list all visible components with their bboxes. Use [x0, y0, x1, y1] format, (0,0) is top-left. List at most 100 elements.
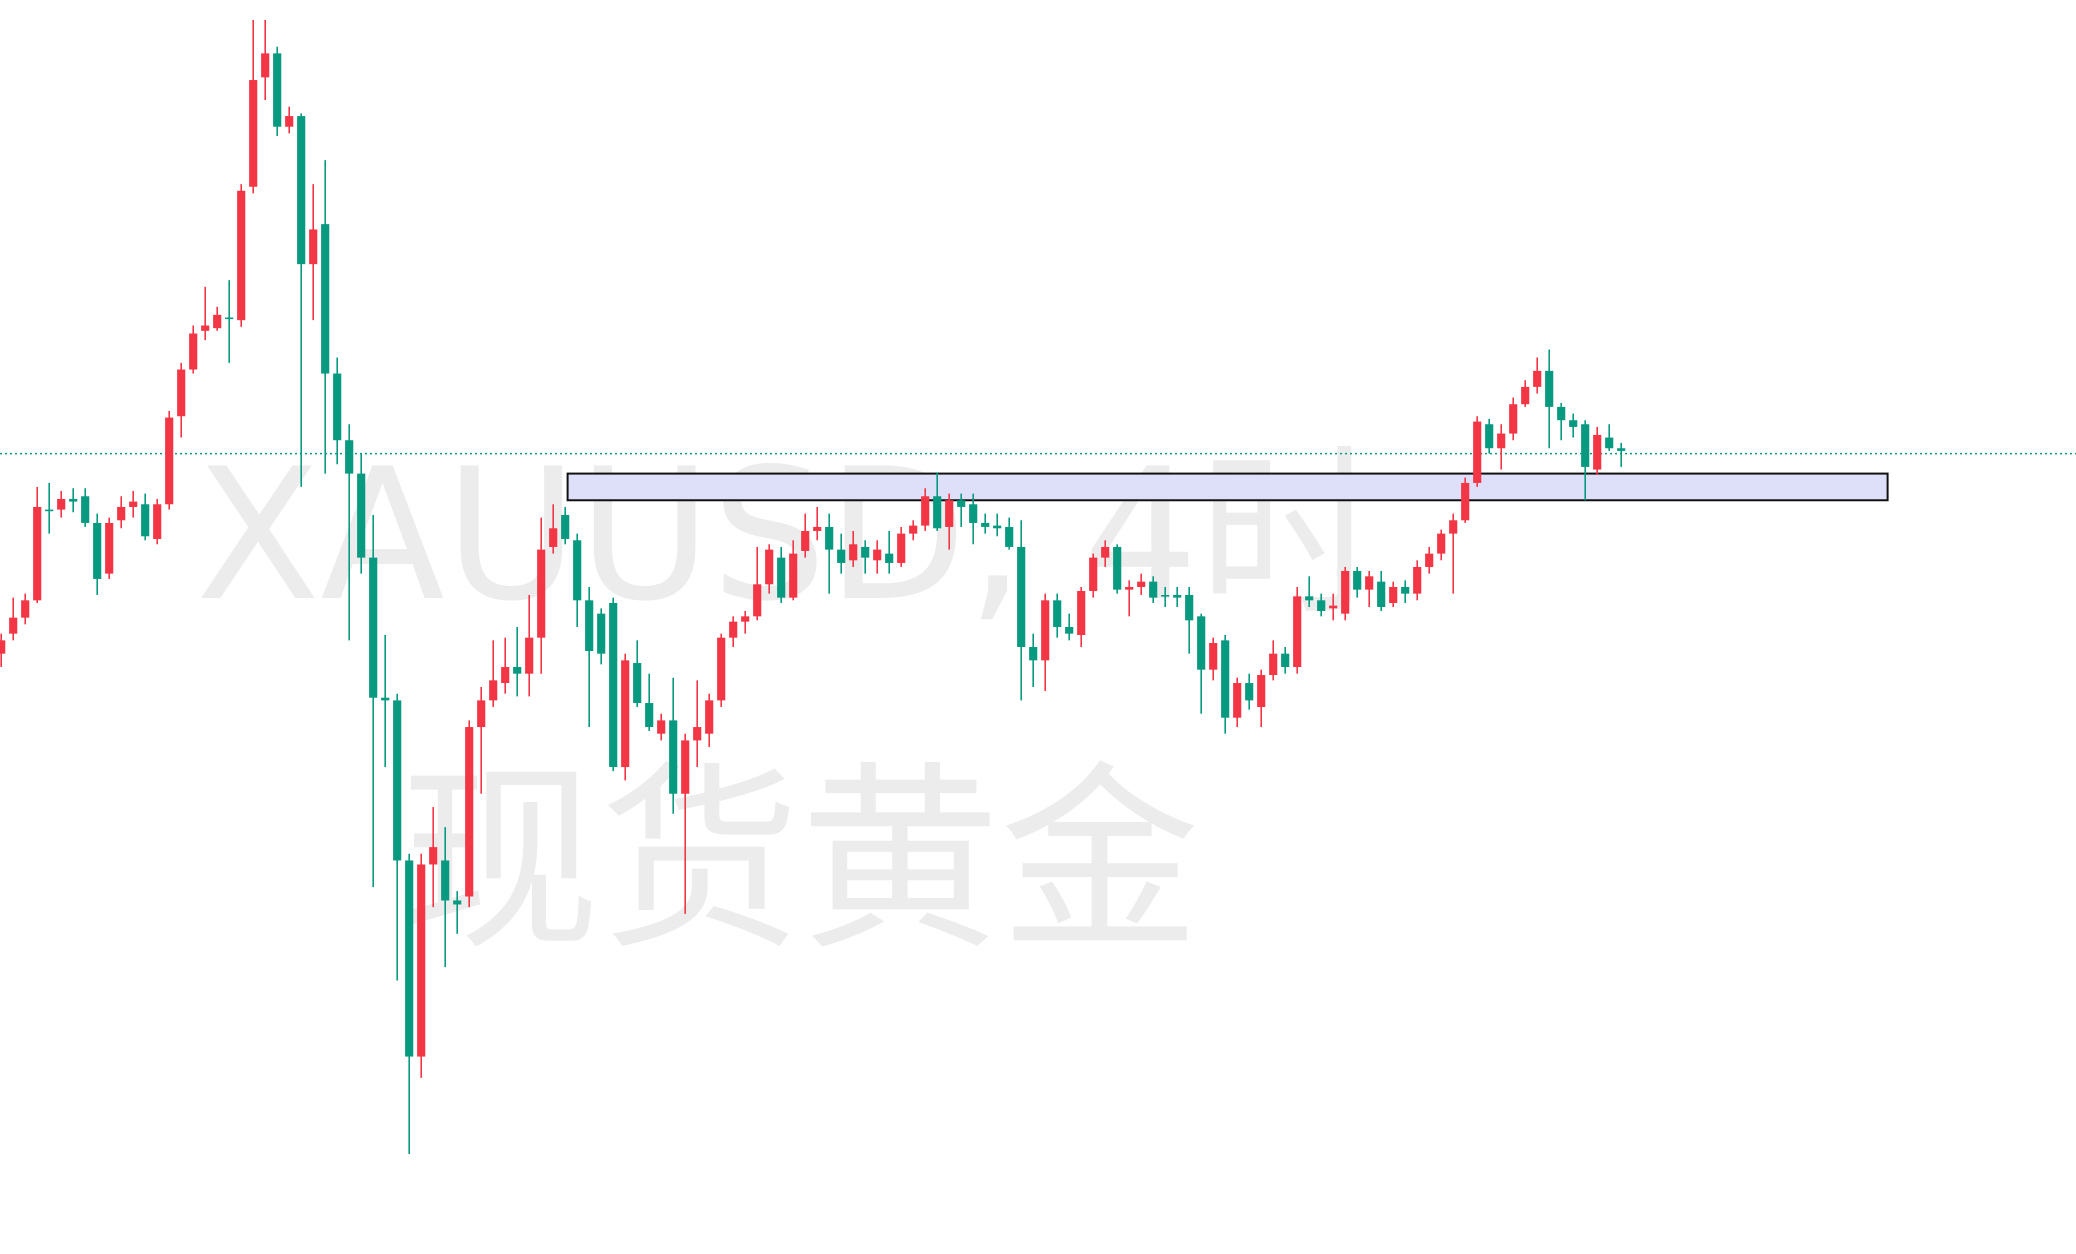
candle-body: [705, 700, 714, 734]
candle-body: [537, 549, 546, 638]
candle-body: [849, 544, 858, 561]
candle-body: [1077, 590, 1086, 636]
candle-body: [273, 53, 282, 127]
candle-body: [861, 546, 870, 558]
candle-body: [1149, 581, 1158, 598]
candle-body: [1173, 594, 1182, 598]
candle-body: [1125, 586, 1134, 590]
candle-body: [297, 116, 306, 265]
candle-body: [1605, 437, 1614, 449]
candle-body: [465, 727, 474, 897]
candle-body: [489, 680, 498, 701]
candle-body: [993, 525, 1002, 529]
candle-body: [1617, 448, 1626, 451]
candle-body: [237, 190, 246, 321]
candle-body: [597, 613, 606, 654]
candle-body: [873, 549, 882, 561]
candle-body: [1293, 596, 1302, 668]
candle-body: [1425, 553, 1434, 567]
candle-body: [1377, 581, 1386, 607]
candle-body: [777, 557, 786, 598]
candle-body: [837, 549, 846, 563]
candle-body: [417, 864, 426, 1057]
candle-body: [729, 621, 738, 638]
candle-body: [549, 528, 558, 547]
candle-body: [1017, 546, 1026, 648]
candle-body: [477, 700, 486, 728]
candle-body: [1401, 586, 1410, 594]
candle-body: [321, 224, 330, 374]
candle-body: [1449, 520, 1458, 534]
candle-body: [1185, 594, 1194, 621]
candle-body: [897, 533, 906, 563]
candle-body: [1005, 526, 1014, 547]
candle-body: [225, 317, 234, 320]
watermark-name: 现货黄金: [400, 745, 1200, 978]
candle-body: [1533, 370, 1542, 387]
candle-body: [1245, 683, 1254, 701]
candle-body: [969, 504, 978, 523]
candle-body: [1593, 434, 1602, 470]
candle-body: [9, 617, 18, 634]
candle-body: [357, 473, 366, 558]
candle-body: [369, 557, 378, 698]
candle-body: [21, 600, 30, 618]
candle-body: [669, 720, 678, 794]
candle-body: [201, 325, 210, 331]
candle-body: [693, 727, 702, 741]
candle-body: [141, 504, 150, 537]
candle-body: [1257, 675, 1266, 708]
candle-body: [1497, 433, 1506, 449]
candle-body: [381, 697, 390, 701]
candle-body: [33, 506, 42, 601]
candle-body: [1341, 570, 1350, 614]
candle-body: [1101, 546, 1110, 558]
candle-body: [1281, 653, 1290, 668]
candle-body: [825, 526, 834, 550]
candle-body: [933, 496, 942, 529]
candle-body: [621, 660, 630, 768]
candle-body: [645, 703, 654, 728]
candle-body: [117, 506, 126, 521]
candle-body: [1065, 627, 1074, 634]
candle-body: [1509, 404, 1518, 434]
candle-body: [1221, 640, 1230, 718]
candle-body: [129, 501, 138, 507]
candle-body: [657, 720, 666, 734]
candle-body: [1089, 557, 1098, 591]
candle-body: [1209, 643, 1218, 670]
candle-body: [0, 640, 6, 654]
zone: [566, 472, 1889, 502]
candle-body: [1437, 533, 1446, 554]
candle-body: [1413, 566, 1422, 594]
candle-body: [1473, 421, 1482, 483]
candle-body: [1305, 596, 1314, 601]
candle-body: [525, 637, 534, 674]
candle-body: [753, 584, 762, 617]
candle-body: [801, 530, 810, 551]
candle-body: [1461, 482, 1470, 521]
candle-body: [909, 525, 918, 534]
candle-body: [57, 498, 66, 510]
candle-body: [441, 860, 450, 901]
candle-body: [633, 663, 642, 704]
candle-body: [153, 504, 162, 539]
candle-body: [1041, 600, 1050, 661]
candle-body: [393, 700, 402, 861]
candle-body: [1317, 600, 1326, 611]
candle-body: [789, 553, 798, 598]
candle-body: [177, 369, 186, 417]
candle-body: [81, 496, 90, 523]
candle-body: [813, 526, 822, 531]
candle-body: [189, 333, 198, 370]
candle-body: [921, 496, 930, 526]
candle-body: [1029, 647, 1038, 661]
candle-body: [609, 602, 618, 768]
candle-body: [885, 553, 894, 563]
candle-body: [1569, 420, 1578, 427]
candle-body: [945, 500, 954, 527]
candle-body: [1581, 424, 1590, 467]
candle-body: [1161, 594, 1170, 597]
candle-body: [405, 860, 414, 1057]
candle-body: [981, 522, 990, 527]
